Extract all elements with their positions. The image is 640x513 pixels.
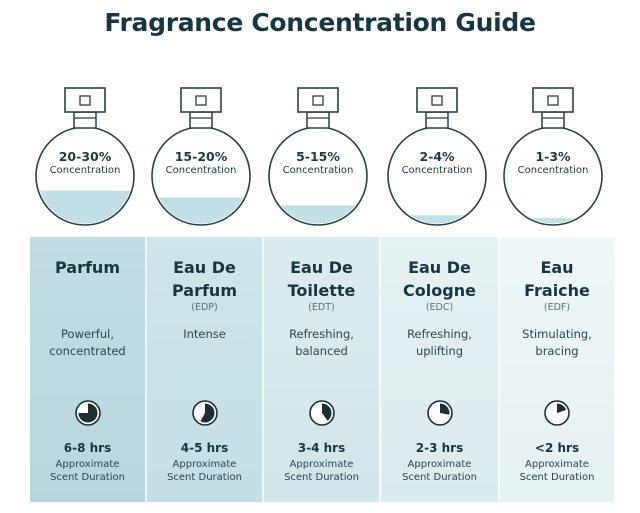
fragrance-description: Powerful, concentrated bbox=[30, 326, 145, 360]
fragrance-abbreviation: (EDC) bbox=[425, 302, 454, 313]
scent-duration: 2-3 hrs bbox=[415, 441, 464, 455]
duration-label: Approximate Scent Duration bbox=[500, 458, 614, 484]
fragrance-abbreviation: (EDT) bbox=[308, 302, 335, 313]
timer-wedge bbox=[557, 403, 567, 413]
duration-label: Approximate Scent Duration bbox=[30, 458, 145, 484]
duration-label-line2: Scent Duration bbox=[167, 472, 242, 483]
bottle-label: 5-15% Concentration bbox=[268, 149, 368, 176]
fragrance-description: Refreshing, uplifting bbox=[381, 326, 498, 360]
scent-duration: 3-4 hrs bbox=[297, 441, 346, 455]
timer-wedge bbox=[199, 403, 215, 423]
duration-label-line1: Approximate bbox=[289, 459, 354, 470]
clock-pie-icon bbox=[426, 400, 453, 426]
concentration-label: Concentration bbox=[401, 165, 473, 176]
scent-duration: 4-5 hrs bbox=[180, 441, 229, 455]
duration-label-line1: Approximate bbox=[172, 459, 237, 470]
description-line2: concentrated bbox=[49, 344, 126, 358]
fragrance-name-line2: Fraiche bbox=[524, 281, 590, 300]
fragrance-name: Eau De Parfum bbox=[147, 256, 262, 302]
fragrance-name-line2: Parfum bbox=[171, 281, 237, 300]
scent-duration: 6-8 hrs bbox=[63, 441, 112, 455]
perfume-bottle-icon bbox=[151, 87, 251, 226]
scent-duration: <2 hrs bbox=[534, 441, 580, 455]
duration-label-line2: Scent Duration bbox=[284, 472, 359, 483]
fragrance-description: Stimulating, bracing bbox=[500, 326, 614, 360]
fragrance-abbreviation: (EDP) bbox=[191, 302, 218, 313]
concentration-label: Concentration bbox=[49, 165, 121, 176]
liquid-level bbox=[505, 218, 601, 224]
description-line1: Refreshing, bbox=[407, 327, 472, 341]
duration-label-line1: Approximate bbox=[407, 459, 472, 470]
duration-label-line1: Approximate bbox=[525, 459, 589, 470]
concentration-panel: Eau De Parfum (EDP) Intense 4-5 hrs Approxima… bbox=[145, 237, 262, 502]
concentration-label: Concentration bbox=[282, 165, 354, 176]
duration-label-line2: Scent Duration bbox=[50, 472, 125, 483]
perfume-bottle-icon bbox=[35, 87, 135, 226]
fragrance-name-line1: Eau De bbox=[173, 258, 236, 277]
concentration-label: Concentration bbox=[517, 165, 589, 176]
bottle-label: 15-20% Concentration bbox=[151, 149, 251, 176]
description-line1: Intense bbox=[183, 327, 226, 341]
fragrance-name: Eau De Cologne bbox=[381, 256, 498, 302]
clock-pie-icon bbox=[308, 400, 335, 426]
concentration-label: Concentration bbox=[165, 165, 237, 176]
clock-pie-icon bbox=[191, 400, 218, 426]
fragrance-abbreviation: (EDF) bbox=[543, 302, 571, 313]
concentration-panel: Eau De Toilette (EDT) Refreshing, balanced 3-… bbox=[262, 237, 379, 502]
fragrance-name: Eau Fraiche bbox=[500, 256, 614, 302]
concentration-panel: Parfum Powerful, concentrated 6-8 hrs Approx… bbox=[30, 237, 145, 502]
duration-label-line2: Scent Duration bbox=[519, 472, 595, 483]
description-line1: Powerful, bbox=[61, 327, 114, 341]
bottle-label: 20-30% Concentration bbox=[35, 149, 135, 176]
perfume-bottle-icon bbox=[268, 87, 368, 226]
description-line2: uplifting bbox=[415, 344, 464, 358]
description-line2: balanced bbox=[295, 344, 348, 358]
concentration-percent: 15-20% bbox=[174, 149, 228, 164]
concentration-panel: Eau Fraiche (EDF) Stimulating, bracing <2 hrs… bbox=[498, 237, 614, 502]
bottle-label: 2-4% Concentration bbox=[387, 149, 487, 176]
timer-wedge bbox=[321, 403, 332, 421]
liquid-level bbox=[270, 205, 366, 224]
fragrance-name-line2: Cologne bbox=[403, 281, 476, 300]
fragrance-name: Eau De Toilette bbox=[264, 256, 379, 302]
bottles-illustration bbox=[35, 87, 603, 226]
description-line1: Refreshing, bbox=[289, 327, 354, 341]
fragrance-description: Intense bbox=[147, 326, 262, 343]
fragrance-description: Refreshing, balanced bbox=[264, 326, 379, 360]
duration-label-line2: Scent Duration bbox=[402, 472, 477, 483]
fragrance-name-line1: Eau De bbox=[408, 258, 471, 277]
fragrance-name: Parfum bbox=[30, 256, 145, 279]
timer-wedge bbox=[78, 403, 97, 423]
fragrance-name-line1: Eau bbox=[540, 258, 574, 277]
concentration-panel: Eau De Cologne (EDC) Refreshing, uplifting 2-… bbox=[379, 237, 498, 502]
description-line2: bracing bbox=[535, 344, 579, 358]
liquid-level bbox=[37, 190, 133, 224]
concentration-percent: 2-4% bbox=[419, 149, 455, 164]
page-title: Fragrance Concentration Guide bbox=[104, 8, 536, 37]
fragrance-name-line1: Parfum bbox=[54, 258, 120, 277]
liquid-level bbox=[389, 215, 485, 224]
clock-pie-icon bbox=[74, 400, 101, 426]
perfume-bottle-icon bbox=[387, 87, 487, 226]
duration-label: Approximate Scent Duration bbox=[264, 458, 379, 484]
timer-wedge bbox=[439, 403, 449, 415]
fragrance-name-line1: Eau De bbox=[290, 258, 353, 277]
duration-label: Approximate Scent Duration bbox=[381, 458, 498, 484]
perfume-bottle-icon bbox=[503, 87, 603, 226]
clock-pie-icon bbox=[544, 400, 570, 426]
fragrance-name-line2: Toilette bbox=[287, 281, 356, 300]
duration-label-line1: Approximate bbox=[55, 459, 120, 470]
concentration-percent: 5-15% bbox=[296, 149, 340, 164]
bottle-label: 1-3% Concentration bbox=[503, 149, 603, 176]
duration-label: Approximate Scent Duration bbox=[147, 458, 262, 484]
description-line1: Stimulating, bbox=[522, 327, 592, 341]
concentration-percent: 20-30% bbox=[58, 149, 112, 164]
concentration-percent: 1-3% bbox=[535, 149, 571, 164]
